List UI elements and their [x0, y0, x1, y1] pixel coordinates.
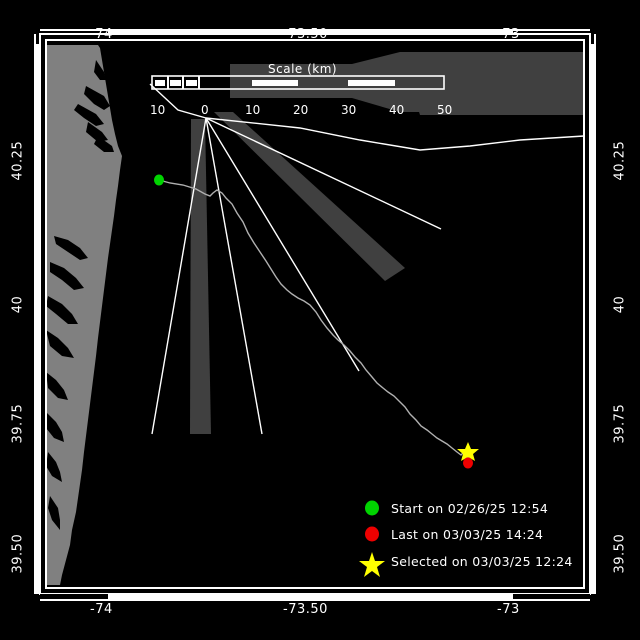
glider-track — [158, 179, 469, 461]
beam-vertical — [190, 119, 211, 434]
x-axis-top-tick-1: -73.50 — [283, 27, 328, 42]
scale-bar-seg-b — [170, 80, 181, 86]
tick-right-seg-4 — [589, 420, 594, 550]
x-axis-bottom-tick-0: -74 — [90, 602, 113, 617]
scale-bar-divider-a — [167, 76, 169, 89]
tick-right-seg-3 — [589, 290, 594, 420]
y-axis-right-tick-0: 40.25 — [612, 140, 628, 181]
ray-upper-left — [149, 83, 207, 119]
coast-detail-inlet-c — [94, 136, 114, 152]
tick-left-seg-2 — [36, 160, 41, 290]
tick-left-seg-3 — [36, 290, 41, 420]
tick-left-seg-1 — [36, 44, 41, 160]
scale-tick-4: 30 — [341, 103, 357, 117]
y-axis-right-tick-3: 39.50 — [612, 533, 628, 574]
coast-detail-inlet-a — [74, 104, 104, 126]
tick-top-seg-1 — [108, 31, 308, 35]
tick-right-seg-5 — [589, 550, 594, 594]
scale-tick-6: 50 — [437, 103, 453, 117]
coast-detail-north — [94, 60, 106, 80]
coast-detail-barrier-e — [46, 372, 68, 400]
tick-right-seg-1 — [589, 44, 594, 160]
tick-bottom-seg-2 — [308, 594, 513, 599]
ray-left-outer — [151, 117, 207, 435]
x-axis-bottom-tick-1: -73.50 — [283, 602, 328, 617]
coast-detail-barrier-b — [50, 262, 84, 290]
shelf-band-extension — [400, 52, 584, 115]
legend-label-start: Start on 02/26/25 12:54 — [391, 501, 549, 516]
coast-detail-barrier-h — [48, 496, 60, 530]
start-marker[interactable] — [154, 174, 164, 186]
coast-detail-inlet-b — [86, 122, 108, 142]
tick-right-baseline — [594, 34, 596, 594]
last-marker[interactable] — [463, 457, 473, 469]
y-axis-right-tick-2: 39.75 — [612, 403, 628, 444]
x-axis-bottom-tick-2: -73 — [497, 602, 520, 617]
plot-frame-inner — [45, 39, 585, 589]
tick-bottom-seg-1 — [108, 594, 308, 599]
ray-upper-right — [205, 117, 585, 151]
x-axis-top-tick-2: -73 — [497, 27, 520, 42]
selected-marker[interactable] — [457, 442, 479, 461]
scale-tick-0: 10 — [150, 103, 166, 117]
scale-tick-5: 40 — [389, 103, 405, 117]
landmass-new-jersey — [46, 45, 122, 585]
tick-left-baseline — [34, 34, 36, 594]
x-axis-top-tick-0: -74 — [90, 27, 113, 42]
beam-diagonal — [214, 112, 405, 281]
y-axis-left-tick-0: 40.25 — [10, 140, 26, 181]
scale-bar-seg-a — [155, 80, 165, 86]
tick-right-seg-2 — [589, 160, 594, 290]
y-axis-left-tick-2: 39.75 — [10, 403, 26, 444]
tick-left-seg-5 — [36, 550, 41, 594]
scale-tick-3: 20 — [293, 103, 309, 117]
scale-tick-1: 0 — [201, 103, 209, 117]
scale-bar-seg-d — [252, 80, 298, 86]
scale-bar-outline — [151, 75, 445, 90]
legend-label-last: Last on 03/03/25 14:24 — [391, 527, 544, 542]
ray-center-down — [205, 117, 263, 435]
tick-top-baseline — [40, 29, 590, 31]
coast-detail-barrier-a — [54, 236, 88, 260]
ray-diagonal-mid — [205, 117, 360, 372]
tick-top-seg-2 — [308, 31, 513, 35]
y-axis-left-tick-3: 39.50 — [10, 533, 26, 574]
y-axis-right-tick-1: 40 — [612, 295, 628, 314]
scale-bar-divider-b — [182, 76, 184, 89]
y-axis-left-tick-1: 40 — [10, 295, 26, 314]
scale-tick-2: 10 — [245, 103, 261, 117]
scale-bar-seg-c — [186, 80, 197, 86]
scale-bar-divider-c — [198, 76, 200, 89]
coast-detail-barrier-f — [46, 412, 64, 442]
coast-detail-bay — [84, 86, 110, 110]
legend-label-selected: Selected on 03/03/25 12:24 — [391, 554, 573, 569]
scale-bar-seg-e — [348, 80, 395, 86]
coast-detail-barrier-d — [46, 330, 74, 358]
tick-bottom-baseline — [40, 599, 590, 601]
ray-diagonal-upper — [205, 117, 442, 230]
coast-detail-barrier-g — [46, 452, 62, 482]
tick-left-seg-4 — [36, 420, 41, 550]
scale-bar-title: Scale (km) — [268, 62, 338, 76]
coast-detail-barrier-c — [46, 296, 78, 324]
